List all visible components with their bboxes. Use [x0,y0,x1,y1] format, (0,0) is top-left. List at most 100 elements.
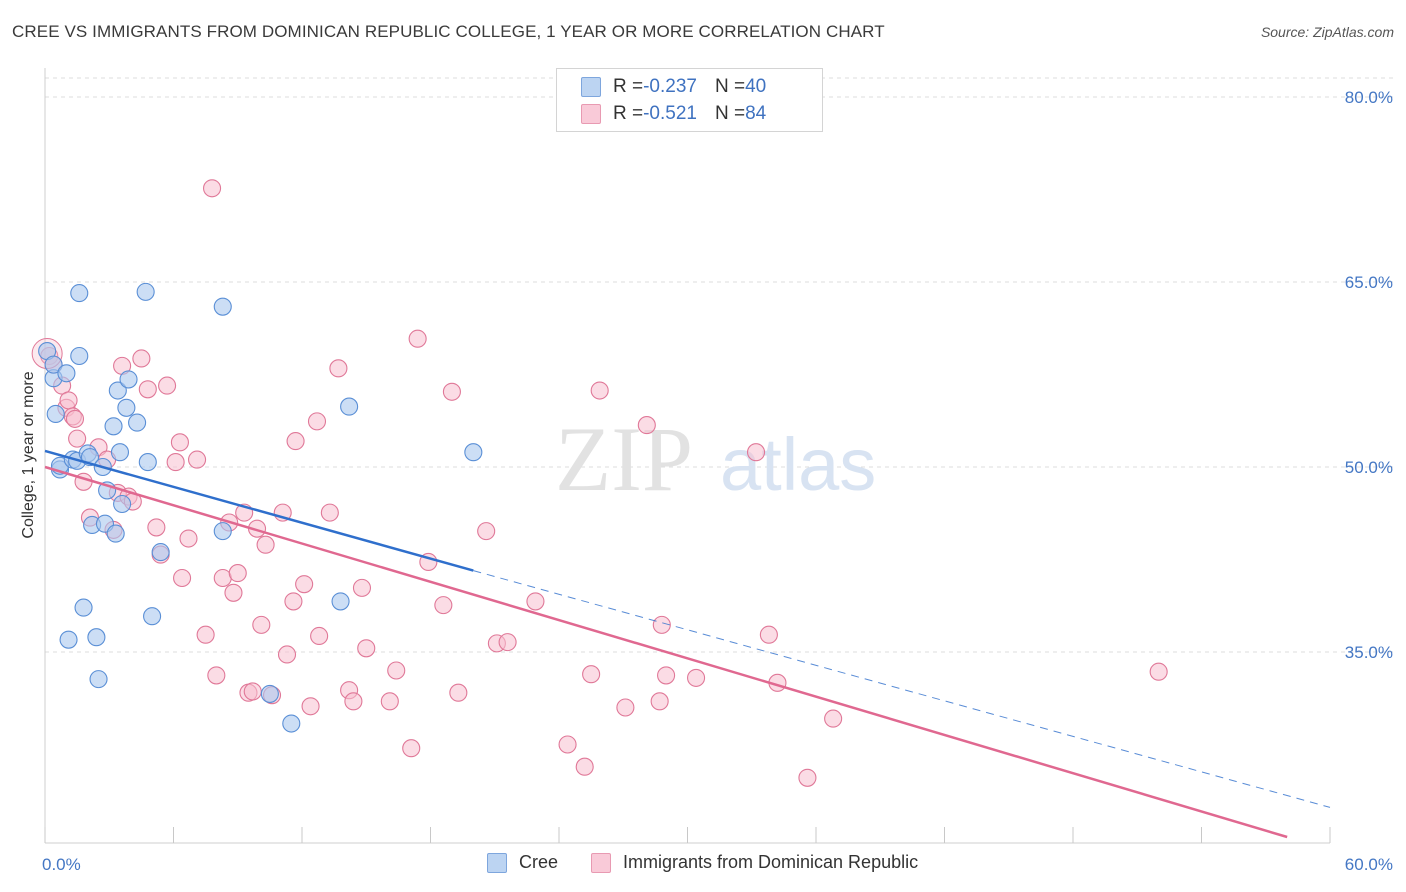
data-point-dominican [498,633,517,652]
legend-n-value: 40 [745,76,767,97]
data-point-cree [143,607,162,626]
data-point-dominican [637,416,656,435]
data-point-cree [44,355,63,374]
data-point-dominican [158,376,177,395]
data-point-dominican [798,768,817,787]
data-point-dominican [132,349,151,368]
source-label: Source: ZipAtlas.com [1260,24,1394,40]
data-point-cree [464,443,483,462]
dominican-swatch [591,852,611,873]
data-point-dominican [203,179,222,198]
data-point-dominican [344,692,363,711]
data-point-cree [70,346,89,366]
stats-legend: R = -0.237 N = 40 R = -0.521 N = 84 [556,68,823,132]
chart-title: CREE VS IMMIGRANTS FROM DOMINICAN REPUBL… [12,22,885,41]
legend-n-value: 84 [745,103,767,124]
data-point-cree [106,524,125,543]
data-point-dominican [286,432,305,451]
data-point-dominican [442,382,461,401]
legend-r-label: R = [613,76,644,97]
series-dominican-points [31,179,1168,787]
data-point-dominican [147,518,166,537]
data-point-cree [117,398,136,417]
data-point-dominican [380,692,399,711]
data-point-dominican [582,665,601,684]
series-legend: Cree Immigrants from Dominican Republic [0,852,1406,878]
data-point-dominican [196,625,215,644]
trend-line-cree [44,449,474,572]
legend-n-label: N = [714,103,746,124]
data-point-dominican [166,453,185,472]
data-point-cree [260,684,279,703]
trend-line-cree-extrapolated [473,570,1331,808]
data-point-dominican [652,615,671,634]
data-point-dominican [449,683,468,702]
data-point-cree [113,494,132,514]
y-tick-label: 50.0% [1345,458,1393,477]
data-point-cree [138,453,157,472]
data-point-cree [87,628,106,647]
trend-line-dominican [44,465,1288,839]
data-point-dominican [575,757,594,776]
data-point-cree [151,543,170,562]
y-tick-labels: 35.0% 50.0% 65.0% 80.0% [1345,88,1393,662]
y-tick-label: 80.0% [1345,88,1393,107]
cree-swatch [581,77,601,97]
data-point-dominican [477,522,496,541]
data-point-cree [340,397,359,416]
data-point-dominican [558,735,577,754]
data-point-dominican [352,578,372,597]
data-point-dominican [295,575,314,594]
data-point-dominican [824,709,843,728]
legend-r-value: -0.237 [643,76,697,97]
data-point-dominican [243,682,262,701]
data-point-dominican [687,668,706,687]
legend-r-label: R = [613,103,644,124]
data-point-cree [110,443,130,462]
trend-lines [44,449,1331,839]
watermark: ZIP atlas [555,408,876,510]
data-point-dominican [650,692,669,711]
data-point-cree [119,370,138,389]
data-point-dominican [173,568,192,588]
y-axis-label: College, 1 year or more [20,371,37,538]
data-point-dominican [590,381,609,400]
data-point-cree [331,592,350,611]
legend-row-dominican: R = -0.521 N = 84 [581,102,766,126]
legend-item-dominican: Immigrants from Dominican Republic [591,852,918,873]
data-point-cree [70,284,89,303]
data-point-cree [46,404,65,424]
data-point-dominican [138,380,157,399]
data-point-dominican [357,639,376,658]
data-point-dominican [188,450,207,469]
data-point-cree [57,364,76,383]
data-point-dominican [170,433,189,452]
series-cree-points [38,282,483,733]
axes [44,68,1331,844]
legend-item-cree: Cree [487,852,558,873]
legend-label-cree: Cree [519,852,559,872]
data-point-dominican [207,666,226,685]
data-point-cree [213,297,232,316]
x-tick-labels: 0.0% 60.0% [42,855,1393,874]
data-point-cree [136,282,155,301]
data-point-dominican [759,625,778,644]
data-point-dominican [434,596,453,615]
data-point-cree [213,522,232,541]
gridlines [45,77,1393,653]
data-point-dominican [1149,662,1168,681]
data-point-dominican [284,592,303,611]
legend-label-dominican: Immigrants from Dominican Republic [623,852,919,872]
y-tick-label: 35.0% [1345,643,1393,662]
watermark-zip: ZIP [555,408,693,510]
data-point-cree [108,381,127,400]
data-point-dominican [526,592,545,611]
data-point-dominican [228,564,247,583]
data-point-dominican [65,409,85,428]
data-point-dominican [301,697,320,716]
data-point-cree [74,598,93,617]
y-tick-label: 65.0% [1345,273,1393,292]
legend-r-value: -0.521 [643,103,697,124]
data-point-cree [282,714,301,733]
data-point-cree [59,630,78,649]
